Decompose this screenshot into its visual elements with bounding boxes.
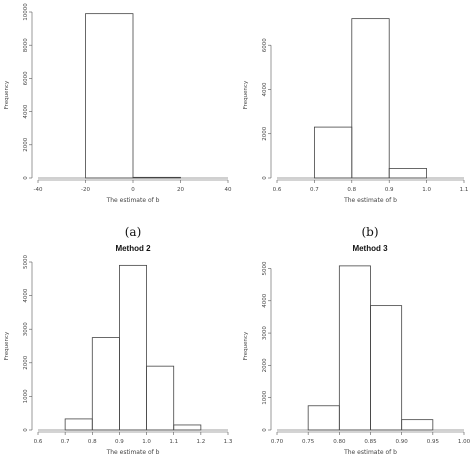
y-tick-label: 0 <box>262 428 268 432</box>
histogram-bar <box>119 264 147 431</box>
x-axis-label: The estimate of b <box>343 449 397 456</box>
x-tick-label: 0.6 <box>273 187 282 193</box>
histogram-panel: 0.6 0.7 0.8 0.9 1.0 1.1 1.2 1.3 0 1000 2000 3000 400… <box>4 244 233 456</box>
y-tick-label: 6000 <box>23 71 29 85</box>
x-tick-label: 0.7 <box>61 439 70 445</box>
x-tick-label: 1.1 <box>169 439 178 445</box>
y-axis-label: Frequency <box>4 331 10 360</box>
y-tick-label: 0 <box>23 176 29 180</box>
histogram-bar <box>64 418 93 431</box>
x-tick-label: 0.85 <box>364 439 377 445</box>
y-tick-label: 4000 <box>23 288 29 302</box>
x-tick-label: 0.9 <box>115 439 124 445</box>
panel-title: Method 2 <box>115 244 151 253</box>
y-tick-label: 2000 <box>262 126 268 140</box>
x-tick-label: 40 <box>225 187 232 193</box>
y-tick-label: 1000 <box>23 389 29 403</box>
y-tick-label: 2000 <box>262 358 268 372</box>
histogram-bar <box>85 13 134 179</box>
x-tick-label: 0.90 <box>396 439 409 445</box>
histogram-panel: 0.70 0.75 0.80 0.85 0.90 0.95 1.00 0 1000 2000 300… <box>243 244 471 456</box>
y-tick-label: 5000 <box>262 261 268 275</box>
x-tick-label: 1.0 <box>422 187 431 193</box>
y-tick-label: 8000 <box>23 38 29 52</box>
x-tick-label: 0.95 <box>427 439 440 445</box>
histogram-bar <box>388 168 428 179</box>
x-tick-label: 0.6 <box>34 439 43 445</box>
x-tick-label: 20 <box>177 187 184 193</box>
histogram-bar <box>146 365 175 431</box>
panel-caption: (b) <box>361 225 378 239</box>
x-tick-label: 0.8 <box>88 439 97 445</box>
x-tick-label: 0.75 <box>302 439 315 445</box>
y-tick-label: 3000 <box>262 326 268 340</box>
y-tick-label: 4000 <box>23 104 29 118</box>
x-tick-label: 0.70 <box>271 439 284 445</box>
x-tick-label: 0.7 <box>310 187 319 193</box>
x-tick-label: 0.9 <box>385 187 394 193</box>
histogram-bar <box>173 424 202 431</box>
x-axis-label: The estimate of b <box>106 197 160 204</box>
y-tick-label: 4000 <box>262 293 268 307</box>
x-tick-label: 1.3 <box>224 439 233 445</box>
histogram-bar <box>338 265 371 431</box>
panel-caption: (a) <box>125 225 142 239</box>
x-tick-label: 1.1 <box>460 187 469 193</box>
histogram-bar <box>370 305 403 431</box>
y-axis-label: Frequency <box>243 331 249 360</box>
y-axis-label: Frequency <box>4 80 10 109</box>
y-tick-label: 4000 <box>262 82 268 96</box>
x-axis-label: The estimate of b <box>343 197 397 204</box>
x-tick-label: -40 <box>34 187 43 193</box>
y-tick-label: 0 <box>23 428 29 432</box>
x-tick-label: 0.8 <box>347 187 356 193</box>
x-axis-label: The estimate of b <box>106 449 160 456</box>
y-axis-label: Frequency <box>243 80 249 109</box>
y-tick-label: 0 <box>262 176 268 180</box>
histogram-panel: -40 -20 0 20 40 0 2000 4000 6000 8000 10000 The est… <box>4 3 232 239</box>
histogram-bar <box>351 18 390 179</box>
y-tick-label: 1000 <box>262 390 268 404</box>
y-tick-label: 2000 <box>23 355 29 369</box>
panel-title: Method 3 <box>352 244 388 253</box>
y-tick-label: 10000 <box>23 3 29 21</box>
x-tick-label: 0 <box>131 187 135 193</box>
histogram-panel: 0.6 0.7 0.8 0.9 1.0 1.1 0 2000 4000 6000 The estim… <box>243 18 469 239</box>
x-tick-label: 0.80 <box>333 439 346 445</box>
x-tick-label: 1.2 <box>196 439 205 445</box>
y-tick-label: 2000 <box>23 137 29 151</box>
y-tick-label: 5000 <box>23 255 29 269</box>
x-tick-label: 1.0 <box>142 439 151 445</box>
histogram-bar <box>307 405 340 431</box>
histogram-bar <box>313 126 353 179</box>
y-tick-label: 3000 <box>23 322 29 336</box>
y-tick-label: 6000 <box>262 38 268 52</box>
x-tick-label: -20 <box>81 187 90 193</box>
histogram-bar <box>401 419 434 431</box>
x-tick-label: 1.00 <box>458 439 471 445</box>
histogram-bar <box>91 337 120 431</box>
